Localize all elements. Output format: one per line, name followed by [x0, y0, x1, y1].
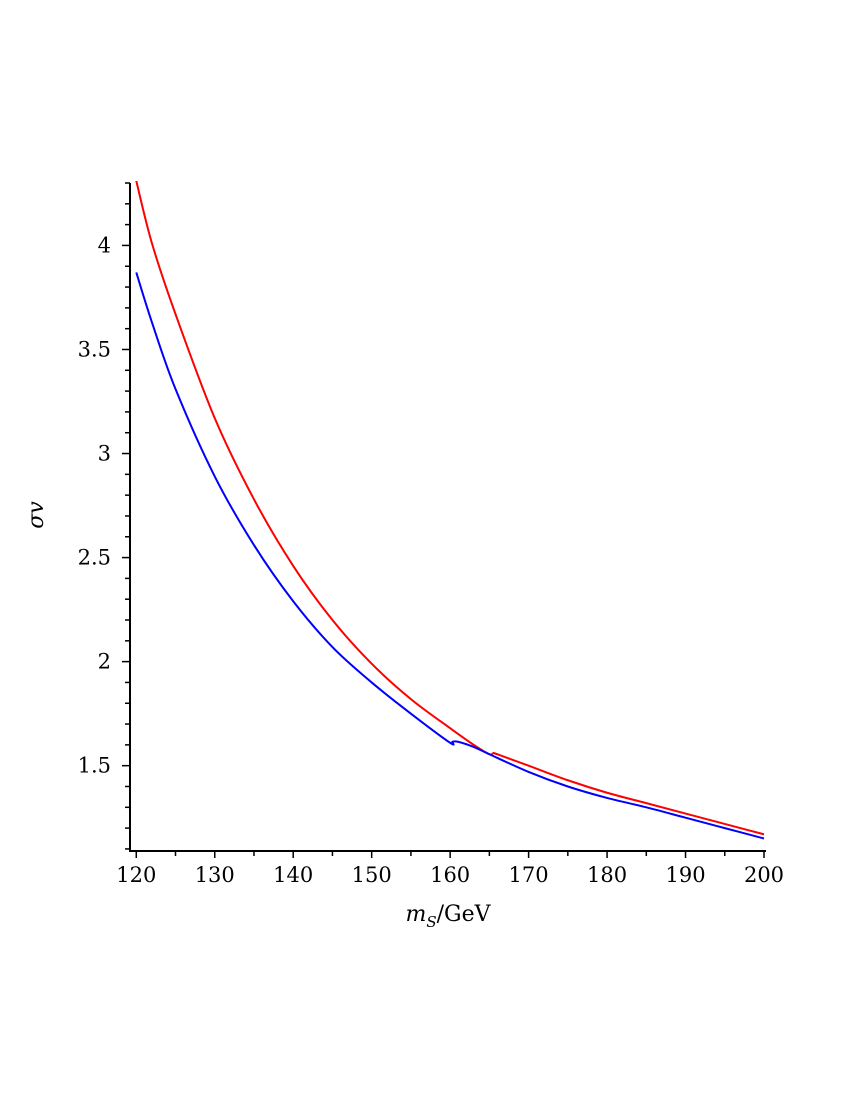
y-tick-label: 2.5 [78, 546, 111, 570]
y-axis-label: σv [24, 501, 49, 529]
x-tick-label: 190 [665, 863, 705, 887]
x-tick-label: 170 [509, 863, 549, 887]
y-tick-label: 3.5 [78, 337, 111, 361]
series-line-2 [135, 272, 765, 840]
y-tick-label: 4 [98, 233, 111, 257]
y-tick-label: 2 [98, 650, 111, 674]
x-tick-label: 200 [744, 863, 784, 887]
y-tick-label: 3 [98, 442, 111, 466]
x-axis-label: mS/GeV [405, 902, 491, 931]
x-tick-label: 160 [430, 863, 470, 887]
x-tick-label: 130 [195, 863, 235, 887]
series-line-1 [135, 181, 765, 836]
x-tick-label: 150 [352, 863, 392, 887]
y-tick-label: 1.5 [78, 754, 111, 778]
x-tick-label: 120 [116, 863, 156, 887]
series-lines [135, 181, 765, 840]
axis-labels: mS/GeV σv [24, 501, 492, 931]
x-tick-label: 180 [587, 863, 627, 887]
x-tick-label: 140 [273, 863, 313, 887]
axes: 120 130 140 150 160 170 180 190 200 1.5 2 2.5 3 3.5 4 [78, 182, 784, 887]
